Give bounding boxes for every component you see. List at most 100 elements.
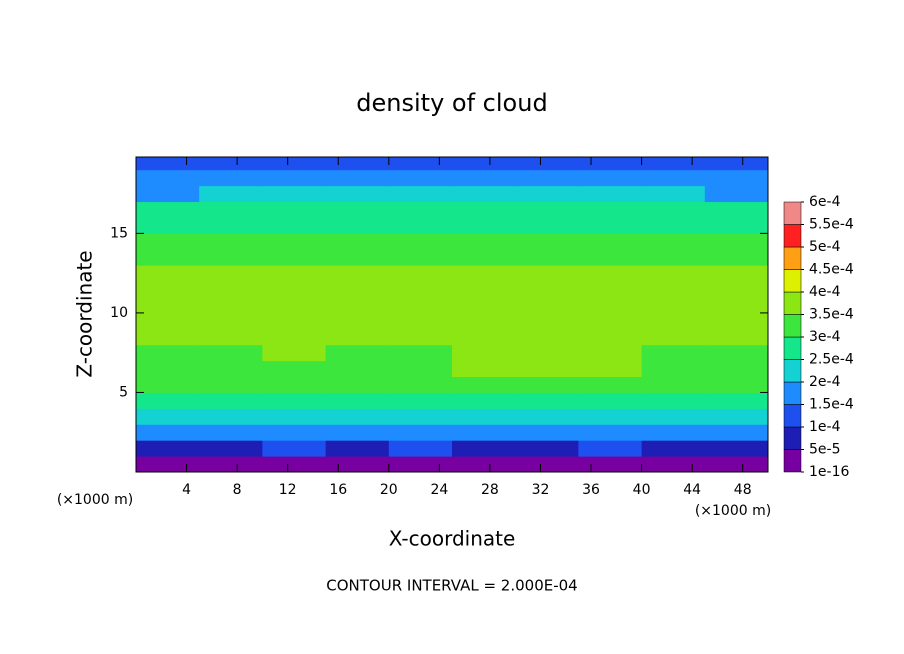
field-cell: [641, 201, 706, 218]
field-cell: [325, 169, 390, 187]
field-cell: [641, 440, 706, 457]
field-cell: [515, 392, 579, 409]
colorbar-swatch: [783, 201, 802, 225]
field-cell: [136, 217, 200, 234]
field-cell: [325, 217, 390, 234]
field-cell: [641, 424, 706, 441]
field-cell: [452, 281, 516, 298]
field-cell: [199, 328, 263, 346]
colorbar-swatch: [783, 314, 802, 338]
field-cell: [388, 312, 453, 330]
field-cell: [641, 265, 706, 282]
field-cell: [199, 408, 263, 425]
field-cell: [262, 360, 327, 378]
chart-title: density of cloud: [356, 89, 547, 117]
field-cell: [136, 312, 200, 330]
field-cell: [199, 217, 263, 234]
field-cell: [515, 233, 579, 250]
field-cell: [515, 312, 579, 330]
field-cell: [136, 201, 200, 218]
field-cell: [578, 344, 643, 362]
field-cell: [515, 408, 579, 425]
field-cell: [452, 217, 516, 234]
field-cell: [136, 169, 200, 187]
y-unit-label: (×1000 m): [57, 492, 133, 508]
field-cell: [388, 281, 453, 298]
field-cell: [136, 440, 200, 457]
field-cell: [578, 360, 643, 378]
field-cell: [388, 233, 453, 250]
field-cell: [452, 392, 516, 409]
field-cell: [704, 157, 768, 171]
field-cell: [641, 157, 706, 171]
field: [136, 157, 768, 472]
field-cell: [452, 424, 516, 441]
field-cell: [136, 344, 200, 362]
field-cell: [578, 249, 643, 266]
field-cell: [325, 185, 390, 203]
field-cell: [515, 265, 579, 282]
field-cell: [641, 312, 706, 330]
colorbar-swatch: [783, 404, 802, 428]
field-cell: [199, 376, 263, 393]
field-cell: [388, 169, 453, 187]
field-cell: [388, 249, 453, 266]
field-cell: [515, 157, 579, 171]
field-cell: [262, 408, 327, 425]
field-cell: [641, 408, 706, 425]
field-cell: [199, 201, 263, 218]
field-cell: [388, 265, 453, 282]
field-cell: [515, 456, 579, 472]
field-cell: [578, 169, 643, 187]
annotation: CONTOUR INTERVAL = 2.000E-04: [326, 577, 577, 595]
field-cell: [199, 265, 263, 282]
field-cell: [136, 249, 200, 266]
field-cell: [641, 185, 706, 203]
field-cell: [578, 408, 643, 425]
field-cell: [515, 440, 579, 457]
colorbar-swatch: [783, 359, 802, 383]
colorbar-swatch: [783, 381, 802, 405]
field-cell: [199, 233, 263, 250]
field-cell: [704, 440, 768, 457]
field-cell: [199, 440, 263, 457]
field-cell: [704, 265, 768, 282]
colorbar-label: 5e-4: [809, 239, 841, 255]
field-cell: [578, 376, 643, 393]
field-cell: [641, 297, 706, 314]
field-cell: [388, 328, 453, 346]
x-tick-label: 4: [182, 482, 191, 498]
x-tick-label: 40: [633, 482, 651, 498]
colorbar-label: 3e-4: [809, 329, 841, 345]
field-cell: [704, 217, 768, 234]
field-cell: [578, 312, 643, 330]
field-cell: [578, 424, 643, 441]
field-cell: [388, 440, 453, 457]
field-cell: [199, 392, 263, 409]
field-cell: [515, 424, 579, 441]
field-cell: [325, 249, 390, 266]
field-cell: [578, 233, 643, 250]
x-tick-label: 24: [430, 482, 448, 498]
field-cell: [515, 249, 579, 266]
field-cell: [325, 456, 390, 472]
field-cell: [578, 456, 643, 472]
field-cell: [262, 376, 327, 393]
field-cell: [578, 185, 643, 203]
colorbar-label: 2.5e-4: [809, 352, 854, 368]
x-tick-label: 32: [532, 482, 550, 498]
colorbar-swatch: [783, 224, 802, 248]
field-cell: [136, 376, 200, 393]
field-cell: [199, 297, 263, 314]
field-cell: [515, 201, 579, 218]
field-cell: [452, 249, 516, 266]
field-cell: [704, 376, 768, 393]
field-cell: [199, 424, 263, 441]
field-cell: [136, 233, 200, 250]
field-cell: [199, 360, 263, 378]
field-cell: [704, 185, 768, 203]
field-cell: [452, 344, 516, 362]
field-cell: [199, 344, 263, 362]
field-cell: [325, 281, 390, 298]
field-cell: [325, 344, 390, 362]
